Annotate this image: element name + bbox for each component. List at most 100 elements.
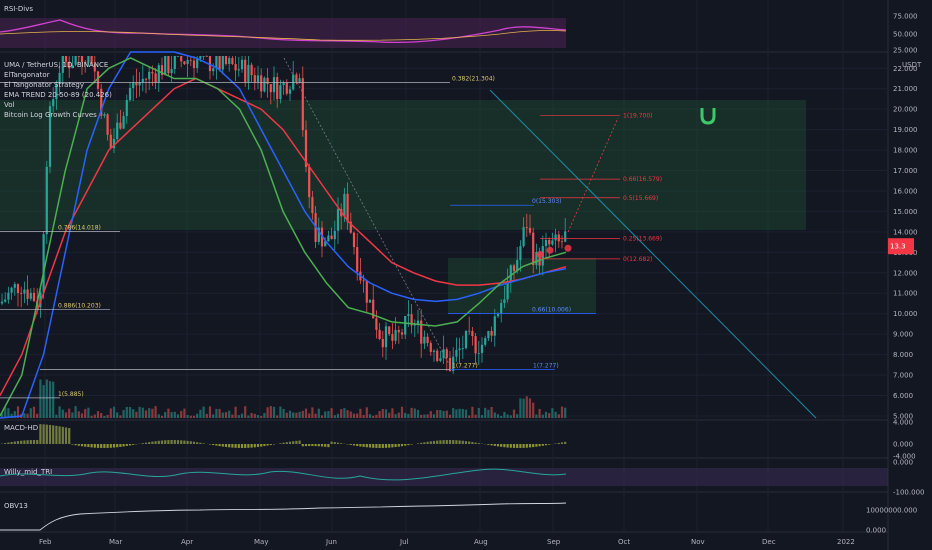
macd-histogram-bar bbox=[436, 440, 439, 444]
candle-body bbox=[128, 88, 132, 101]
candle-body bbox=[39, 292, 42, 308]
candle-body bbox=[228, 58, 231, 65]
macd-histogram-bar bbox=[282, 442, 285, 444]
candle-body bbox=[192, 60, 196, 69]
macd-histogram-bar bbox=[538, 444, 541, 447]
candle-body bbox=[55, 83, 58, 100]
macd-histogram-bar bbox=[375, 444, 378, 448]
macd-histogram-bar bbox=[96, 444, 100, 448]
volume-bar bbox=[477, 407, 480, 418]
macd-histogram-bar bbox=[468, 441, 471, 444]
candle-body bbox=[45, 166, 48, 235]
macd-histogram-bar bbox=[77, 444, 80, 446]
volume-bar bbox=[132, 409, 135, 418]
volume-bar bbox=[352, 413, 356, 418]
candle-body bbox=[221, 56, 224, 70]
candle-body bbox=[324, 241, 327, 247]
volume-bar bbox=[423, 414, 426, 418]
macd-histogram-bar bbox=[564, 441, 567, 444]
willy-tick-label: 0.000 bbox=[893, 459, 913, 467]
volume-bar bbox=[45, 379, 48, 418]
candle-body bbox=[548, 239, 551, 245]
macd-histogram-bar bbox=[173, 440, 176, 444]
volume-bar bbox=[311, 407, 314, 418]
candle-body bbox=[343, 193, 346, 217]
macd-histogram-bar bbox=[442, 440, 445, 444]
volume-bar bbox=[343, 408, 346, 418]
macd-histogram-bar bbox=[58, 426, 61, 444]
volume-bar bbox=[42, 385, 45, 418]
volume-bar bbox=[516, 414, 519, 418]
candle-body bbox=[205, 56, 208, 57]
volume-bar bbox=[519, 398, 522, 418]
volume-bar bbox=[90, 415, 93, 418]
macd-histogram-bar bbox=[516, 444, 519, 448]
macd-histogram-bar bbox=[448, 440, 452, 444]
volume-bar bbox=[250, 412, 253, 418]
candle-body bbox=[292, 74, 295, 90]
volume-bar bbox=[532, 402, 535, 418]
macd-histogram-bar bbox=[224, 444, 228, 447]
macd-histogram-bar bbox=[269, 444, 272, 446]
volume-bar bbox=[365, 407, 368, 418]
candle-body bbox=[506, 280, 509, 300]
macd-histogram-bar bbox=[244, 444, 247, 448]
macd-histogram-bar bbox=[541, 444, 544, 446]
macd-histogram-bar bbox=[423, 442, 426, 444]
macd-histogram-bar bbox=[330, 441, 333, 444]
candle-body bbox=[87, 56, 90, 63]
obv-tick-label: 0.000 bbox=[866, 527, 886, 535]
obv-line bbox=[0, 502, 567, 531]
candle-body bbox=[116, 122, 119, 140]
volume-bar bbox=[189, 415, 192, 418]
macd-histogram-bar bbox=[164, 440, 167, 444]
rsi-panel: RSI-Divs bbox=[0, 5, 567, 48]
candle-body bbox=[224, 56, 228, 65]
candle-body bbox=[484, 338, 487, 345]
volume-bar bbox=[112, 406, 116, 418]
volume-bar bbox=[228, 410, 231, 418]
candle-body bbox=[10, 287, 13, 293]
volume-bar bbox=[525, 396, 528, 418]
macd-histogram-bar bbox=[308, 444, 311, 447]
price-tick-label: 11.000 bbox=[893, 290, 918, 298]
volume-bar bbox=[272, 406, 276, 418]
willy-band bbox=[0, 468, 888, 486]
volume-bar bbox=[333, 415, 336, 418]
candle-body bbox=[474, 336, 477, 354]
macd-histogram-bar bbox=[196, 442, 199, 444]
volume-bar bbox=[487, 409, 490, 418]
macd-histogram-bar bbox=[327, 444, 330, 448]
volume-bar bbox=[253, 413, 256, 418]
candle-body bbox=[7, 292, 10, 300]
macd-histogram-bar bbox=[333, 442, 336, 444]
volume-bar bbox=[560, 406, 564, 418]
time-tick-label: Sep bbox=[547, 538, 561, 546]
candle-body bbox=[42, 234, 45, 293]
volume-bar bbox=[314, 413, 317, 418]
macd-histogram-bar bbox=[288, 441, 292, 444]
volume-bar bbox=[455, 409, 458, 418]
volume-bar bbox=[288, 410, 292, 418]
fib-left-label: 0.786(14.018) bbox=[58, 225, 101, 232]
macd-histogram-bar bbox=[445, 440, 448, 444]
macd-histogram-bar bbox=[215, 444, 218, 446]
fib-right-label: 1(19.700) bbox=[623, 112, 653, 119]
macd-histogram-bar bbox=[560, 442, 564, 444]
indicator-eltangonator: ElTangonator bbox=[4, 71, 50, 79]
volume-bar bbox=[100, 413, 103, 418]
candle-body bbox=[103, 114, 106, 116]
time-tick-label: Feb bbox=[39, 538, 52, 546]
macd-histogram-bar bbox=[324, 444, 327, 447]
candle-body bbox=[301, 78, 304, 131]
time-tick-label: Oct bbox=[618, 538, 630, 546]
volume-bar bbox=[247, 415, 250, 418]
volume-bar bbox=[103, 415, 106, 418]
volume-bar bbox=[279, 406, 282, 418]
candle-body bbox=[551, 240, 554, 245]
volume-bar bbox=[26, 413, 29, 418]
volume-bar bbox=[452, 408, 455, 418]
macd-histogram-bar bbox=[240, 444, 244, 448]
macd-histogram-bar bbox=[388, 444, 391, 448]
